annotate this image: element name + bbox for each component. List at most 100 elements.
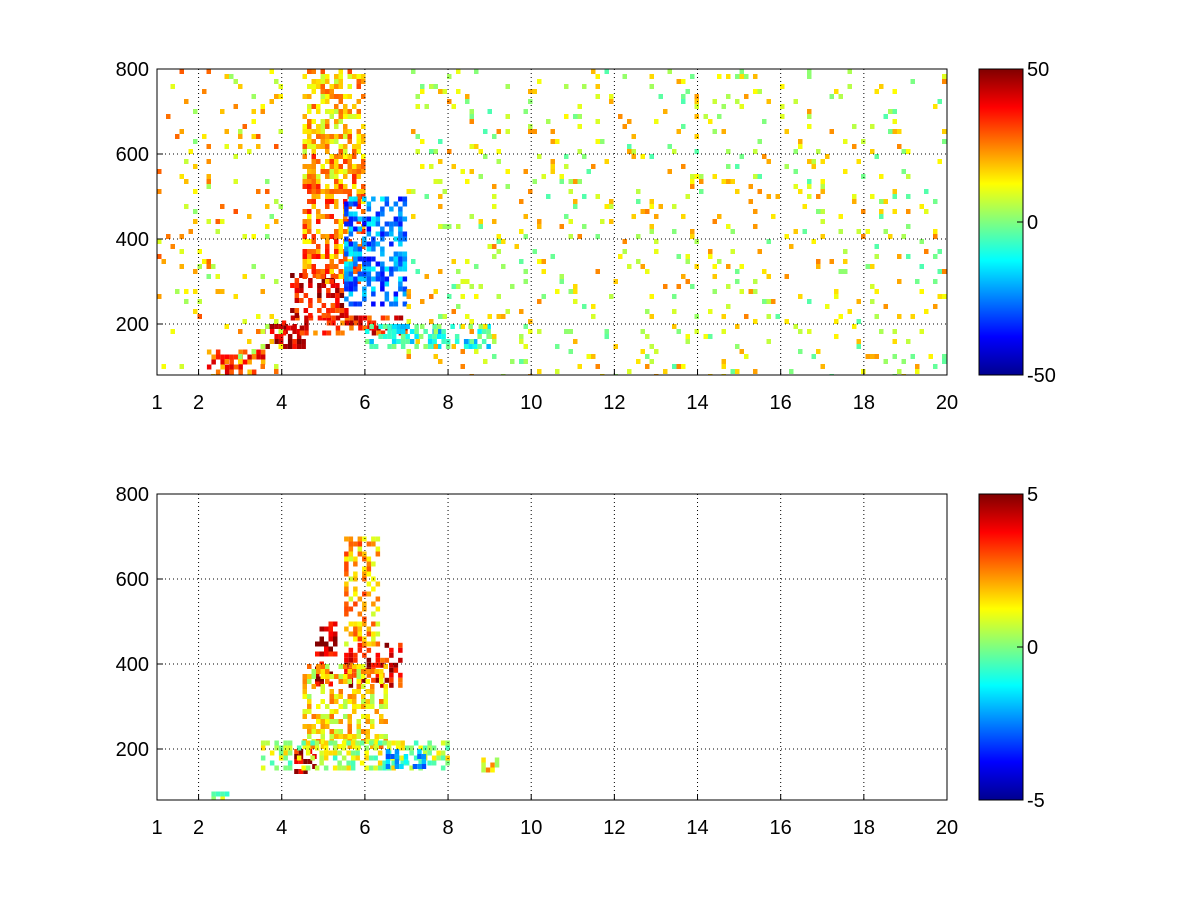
heatmap-cell xyxy=(441,339,446,344)
heatmap-cell xyxy=(294,288,300,293)
heatmap-cell xyxy=(627,119,632,124)
heatmap-cell xyxy=(436,334,442,339)
heatmap-cell xyxy=(384,291,390,297)
heatmap-cell xyxy=(362,556,367,562)
heatmap-cell xyxy=(816,264,821,269)
heatmap-cell xyxy=(302,144,307,149)
heatmap-cell xyxy=(892,119,897,124)
heatmap-cell xyxy=(496,249,501,254)
heatmap-cell xyxy=(343,94,348,99)
heatmap-cell xyxy=(362,536,367,542)
heatmap-cell xyxy=(604,159,609,164)
heatmap-cell xyxy=(193,219,198,224)
heatmap-cell xyxy=(411,69,416,74)
heatmap-cell xyxy=(730,179,735,184)
heatmap-cell xyxy=(771,214,776,219)
heatmap-cell xyxy=(294,749,299,754)
heatmap-cell xyxy=(371,536,376,542)
heatmap-cell xyxy=(179,69,184,74)
heatmap-cell xyxy=(469,109,474,114)
heatmap-cell xyxy=(739,264,744,269)
heatmap-cell xyxy=(375,596,381,602)
heatmap-cell xyxy=(355,750,360,756)
heatmap-cell xyxy=(414,329,419,334)
heatmap-cell xyxy=(496,294,501,299)
heatmap-cell xyxy=(337,750,342,756)
heatmap-cell xyxy=(308,298,313,303)
heatmap-cell xyxy=(366,201,372,207)
heatmap-cell xyxy=(193,309,198,314)
heatmap-cell xyxy=(640,209,645,214)
heatmap-cell xyxy=(874,154,879,159)
heatmap-cell xyxy=(523,269,528,274)
heatmap-cell xyxy=(299,288,304,293)
heatmap-cell xyxy=(919,329,924,334)
heatmap-cell xyxy=(310,740,315,746)
heatmap-cell xyxy=(344,556,349,562)
heatmap-cell xyxy=(694,99,699,104)
heatmap-cell xyxy=(389,206,394,212)
heatmap-cell xyxy=(278,339,284,344)
heatmap-cell xyxy=(329,264,334,269)
heatmap-cell xyxy=(344,561,349,567)
heatmap-cell xyxy=(645,334,650,339)
heatmap-cell xyxy=(348,196,354,202)
heatmap-cell xyxy=(206,159,211,164)
heatmap-cell xyxy=(375,581,381,587)
heatmap-cell xyxy=(334,229,339,234)
heatmap-cell xyxy=(366,216,372,222)
heatmap-cell xyxy=(353,261,358,267)
heatmap-cell xyxy=(325,279,330,284)
heatmap-cell xyxy=(356,704,361,709)
heatmap-cell xyxy=(328,740,333,746)
heatmap-cell xyxy=(389,241,394,247)
heatmap-cell xyxy=(274,339,279,344)
heatmap-cell xyxy=(472,344,478,349)
heatmap-cell xyxy=(492,254,497,259)
heatmap-cell xyxy=(816,349,821,354)
heatmap-cell xyxy=(394,754,400,759)
heatmap-cell xyxy=(483,129,488,134)
heatmap-cell xyxy=(311,729,316,734)
heatmap-cell xyxy=(811,159,816,164)
heatmap-cell xyxy=(302,184,307,189)
heatmap-cell xyxy=(348,201,354,207)
heatmap-cell xyxy=(906,149,911,154)
heatmap-cell xyxy=(582,224,587,229)
heatmap-cell xyxy=(418,760,423,766)
heatmap-cell xyxy=(304,325,309,331)
heatmap-cell xyxy=(465,94,470,99)
heatmap-cell xyxy=(415,134,420,139)
heatmap-cell xyxy=(347,74,352,79)
heatmap-cell xyxy=(278,94,283,99)
y-tick-label: 800 xyxy=(116,59,149,81)
heatmap-cell xyxy=(307,264,312,269)
heatmap-cell xyxy=(344,296,349,302)
heatmap-cell xyxy=(356,109,361,114)
heatmap-cell xyxy=(568,349,573,354)
heatmap-cell xyxy=(421,759,427,764)
heatmap-cell xyxy=(352,709,357,714)
heatmap-cell xyxy=(375,641,381,647)
heatmap-cell xyxy=(292,339,297,344)
heatmap-cell xyxy=(334,699,339,704)
heatmap-cell xyxy=(726,179,731,184)
heatmap-cell xyxy=(380,276,385,282)
heatmap-cell xyxy=(820,179,825,184)
heatmap-cell xyxy=(290,283,295,288)
heatmap-cell xyxy=(694,174,699,179)
heatmap-cell xyxy=(339,308,345,313)
heatmap-cell xyxy=(348,221,354,227)
heatmap-cell xyxy=(256,314,261,319)
heatmap-cell xyxy=(406,304,411,309)
heatmap-cell xyxy=(478,324,483,329)
heatmap-cell xyxy=(394,315,399,321)
heatmap-cell xyxy=(613,279,618,284)
heatmap-cell xyxy=(329,714,334,719)
heatmap-cell xyxy=(320,164,325,169)
heatmap-cell xyxy=(325,199,330,204)
heatmap-cell xyxy=(438,269,443,274)
heatmap-cell xyxy=(260,274,265,279)
heatmap-cell xyxy=(274,364,279,369)
heatmap-cell xyxy=(703,334,708,339)
